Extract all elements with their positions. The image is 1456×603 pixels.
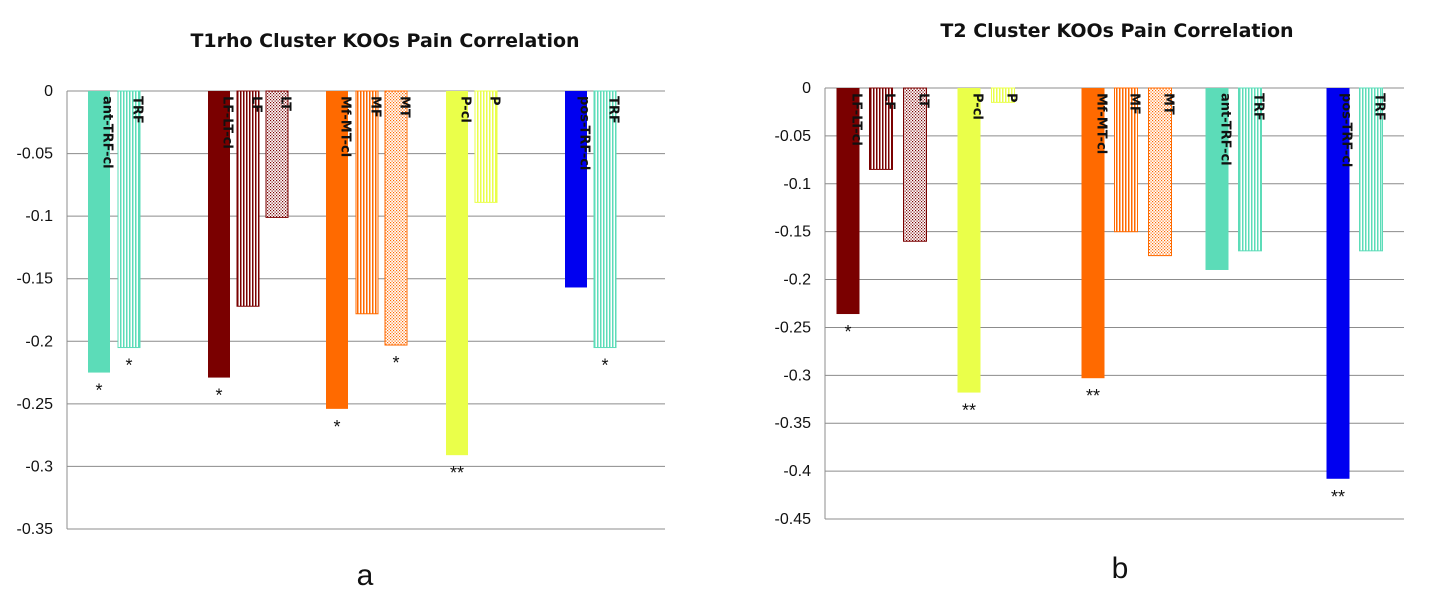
bar-p-cl [446,91,468,456]
bar-mf-mt-cl [1081,88,1105,379]
bars-a: ant-TRF-cl * TRF * LF-LT-cl * LF LT Mf-MT-cl * MF M… [88,90,621,483]
bars-b: LF-LT-cl * LF LT P-cl ** P Mf-MT-cl ** MF MT ant-TR… [836,87,1387,507]
bar-mf-mt-cl [326,91,348,409]
y-tick-label: -0.3 [783,367,811,384]
bar-label: LT [916,93,931,108]
significance-marker: * [95,381,102,401]
bar-pos-trf-cl [565,91,587,288]
bar-label: pos-TRF-cl [577,96,592,170]
bar-lf-lt-cl [836,88,860,315]
panel-letter-a: a [357,559,374,592]
panel-letter-b: b [1112,552,1129,585]
significance-marker: * [125,356,132,376]
bar-label: MT [1161,93,1176,115]
chart-title-b: T2 Cluster KOOs Pain Correlation [940,20,1293,42]
y-tick-label: -0.2 [783,272,811,289]
bar-trf [593,90,617,349]
y-tick-label: -0.2 [25,333,53,350]
bar-label: P [487,96,502,106]
chart-title-a: T1rho Cluster KOOs Pain Correlation [190,30,579,52]
significance-marker: ** [450,463,464,483]
y-tick-label: -0.45 [775,511,812,528]
y-tick-label: -0.25 [17,396,54,413]
y-tick-label: -0.4 [783,463,811,480]
significance-marker: ** [1331,487,1345,507]
y-tick-label: -0.05 [17,146,54,163]
bar-label: TRF [1372,93,1387,121]
bar-label: P-cl [458,96,473,123]
y-tick-label: 0 [802,80,811,97]
bar-mf [1114,87,1138,233]
bar-label: TRF [1251,93,1266,121]
y-ticks-a: 0 -0.05 -0.1 -0.15 -0.2 -0.25 -0.3 -0.35 [17,83,54,538]
significance-marker: ** [962,401,976,421]
bar-label: LF [882,93,897,110]
bar-label: P-cl [970,93,985,120]
bar-label: LF-LT-cl [220,96,235,149]
bar-lt [903,87,927,242]
bar-label: MF [1127,93,1142,115]
bar-trf [117,90,141,349]
y-tick-label: -0.35 [17,521,54,538]
y-tick-label: -0.3 [25,458,53,475]
significance-marker: * [215,386,222,406]
bar-trf [1359,87,1383,252]
significance-marker: * [392,353,399,373]
bar-mf [355,90,379,315]
bar-label: pos-TRF-cl [1339,93,1354,167]
significance-marker: * [333,417,340,437]
bar-label: ant-TRF-cl [100,96,115,169]
bar-mt [384,90,408,346]
bar-label: P [1004,93,1019,103]
bar-label: Mf-MT-cl [1094,93,1109,154]
y-ticks-b: 0 -0.05 -0.1 -0.15 -0.2 -0.25 -0.3 -0.35 -0.4 -0.… [775,80,812,528]
y-tick-label: 0 [44,83,53,100]
bar-p [474,90,498,203]
bar-label: ant-TRF-cl [1218,93,1233,166]
bar-pos-trf-cl [1326,88,1350,479]
chart-panel-a: T1rho Cluster KOOs Pain Correlation 0 -0.… [17,30,665,592]
bar-lf [869,87,893,170]
bar-lt [265,90,289,218]
y-tick-label: -0.1 [783,176,811,193]
significance-marker: * [844,322,851,342]
bar-label: LF-LT-cl [849,93,864,146]
y-tick-label: -0.15 [775,224,812,241]
bar-label: MT [397,96,412,118]
y-tick-label: -0.25 [775,319,812,336]
bar-lf-lt-cl [208,91,230,378]
bar-ant-trf-cl [88,91,110,373]
bar-p-cl [957,88,981,393]
chart-panel-b: T2 Cluster KOOs Pain Correlation 0 -0.05 -… [775,20,1404,585]
bar-label: LF [249,96,264,113]
y-tick-label: -0.15 [17,271,54,288]
bar-label: TRF [606,96,621,124]
bar-trf [1238,87,1262,252]
y-tick-label: -0.35 [775,415,812,432]
grid-a [66,90,665,530]
bar-label: LT [278,96,293,111]
significance-marker: * [601,356,608,376]
y-tick-label: -0.1 [25,208,53,225]
y-tick-label: -0.05 [775,128,812,145]
bar-p [991,87,1015,103]
significance-marker: ** [1086,386,1100,406]
bar-lf [236,90,260,307]
bar-mt [1148,87,1172,257]
bar-label: TRF [130,96,145,124]
bar-label: Mf-MT-cl [338,96,353,157]
bar-ant-trf-cl [1205,88,1229,270]
bar-label: MF [368,96,383,118]
